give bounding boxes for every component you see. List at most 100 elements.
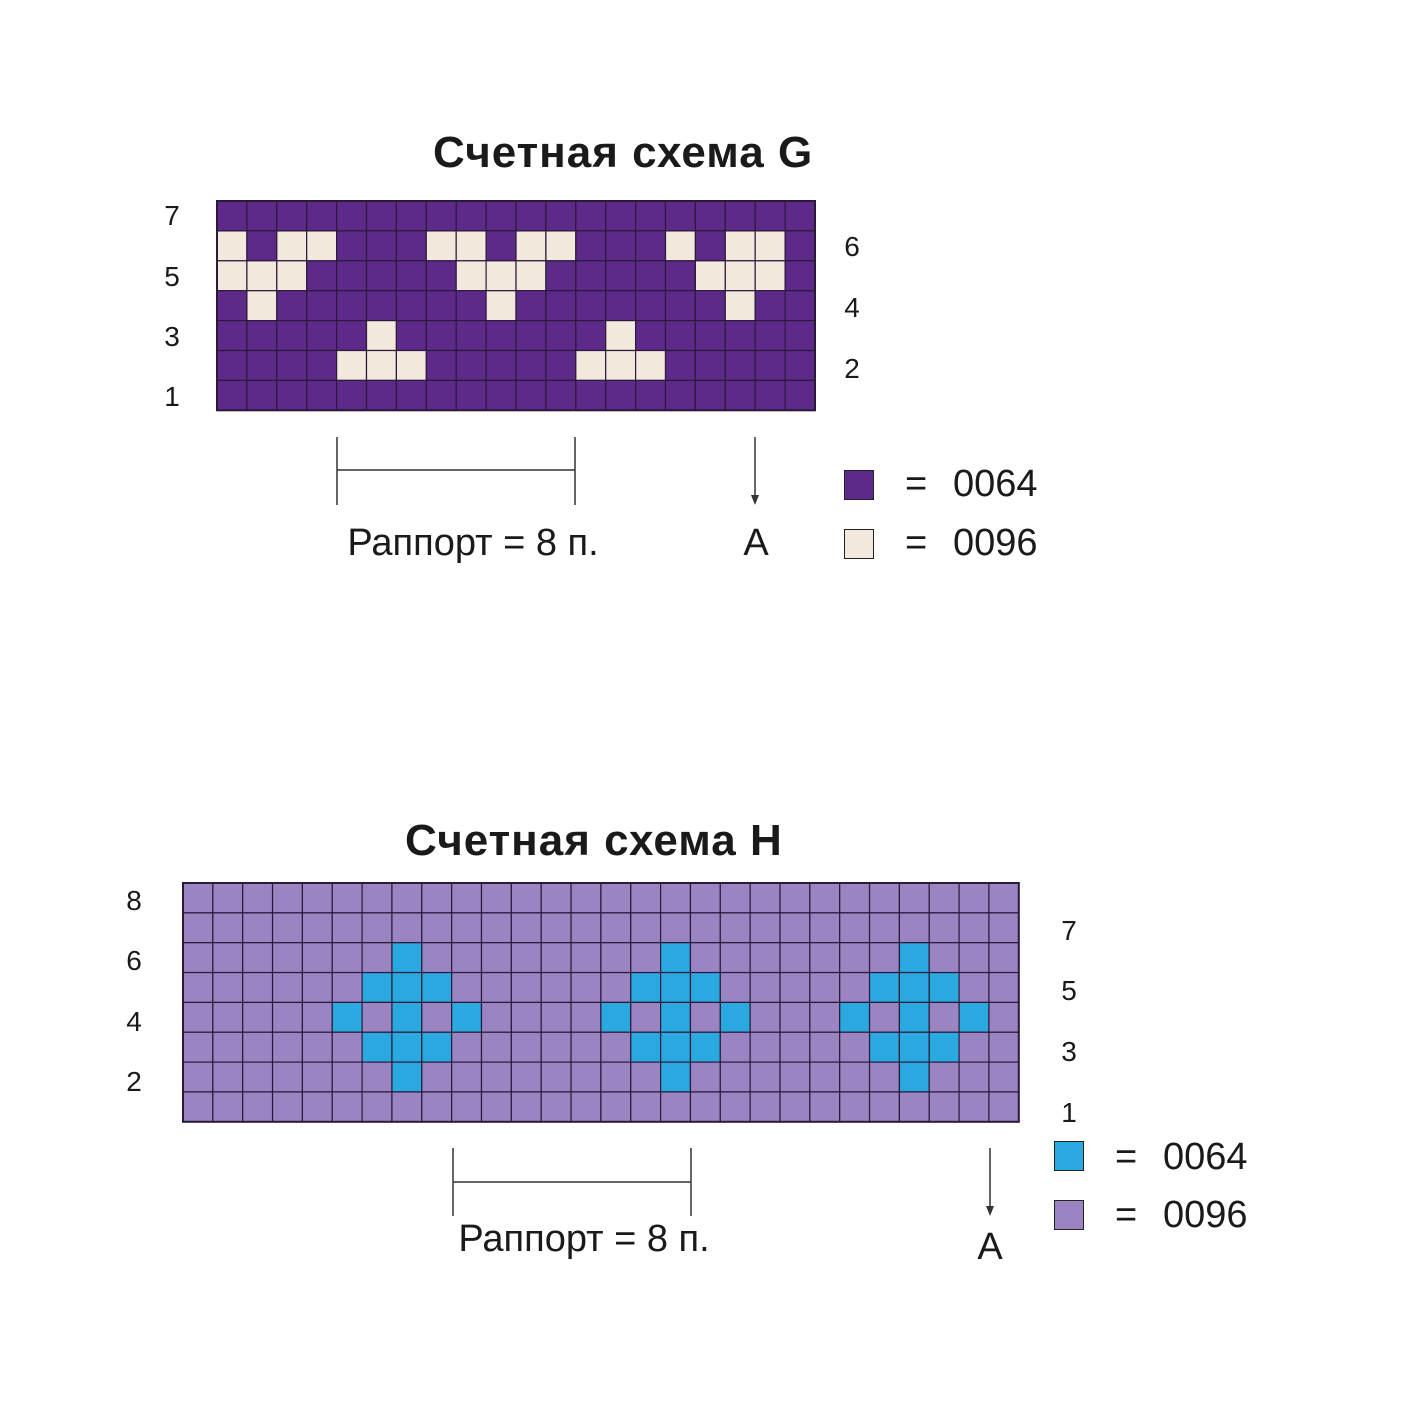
- chart-h-cell-r2-c13: [540, 1061, 572, 1093]
- chart-h-cell-r1-c3: [242, 1091, 274, 1123]
- chart-h-cell-r3-c4: [271, 1031, 303, 1063]
- chart-h-cell-r2-c11: [480, 1061, 512, 1093]
- chart-h-cell-r1-c26: [928, 1091, 960, 1123]
- chart-h-cell-r2-c16: [630, 1061, 662, 1093]
- chart-h-cell-r3-c21: [779, 1031, 811, 1063]
- chart-h-cell-r2-c14: [570, 1061, 602, 1093]
- chart-h-cell-r3-c22: [809, 1031, 841, 1063]
- chart-h-cell-r2-c22: [809, 1061, 841, 1093]
- chart-h-cell-r7-c26: [928, 912, 960, 944]
- chart-g-cell-r5-c16: [664, 260, 696, 292]
- chart-h-cell-r4-c16: [630, 1001, 662, 1033]
- chart-h-cell-r6-c22: [809, 942, 841, 974]
- chart-h-cell-r5-c24: [868, 971, 900, 1003]
- chart-h-cell-r8-c25: [898, 882, 930, 914]
- chart-h-cell-r7-c3: [242, 912, 274, 944]
- chart-h-cell-r6-c9: [421, 942, 453, 974]
- chart-h-cell-r8-c1: [182, 882, 214, 914]
- chart-h-cell-r6-c24: [868, 942, 900, 974]
- chart-g-cell-r4-c2: [246, 290, 278, 322]
- chart-h-cell-r4-c1: [182, 1001, 214, 1033]
- chart-g-cell-r6-c5: [336, 230, 368, 262]
- chart-h-cell-r5-c11: [480, 971, 512, 1003]
- chart-g-cell-r4-c16: [664, 290, 696, 322]
- chart-h-cell-r7-c8: [391, 912, 423, 944]
- chart-h-cell-r3-c15: [600, 1031, 632, 1063]
- chart-h-cell-r3-c26: [928, 1031, 960, 1063]
- chart-h-cell-r8-c5: [301, 882, 333, 914]
- chart-h-cell-r8-c17: [659, 882, 692, 914]
- chart-h-row-label-4: 4: [126, 1006, 142, 1037]
- chart-h-cell-r3-c18: [689, 1031, 721, 1063]
- chart-h-cell-r6-c23: [839, 942, 871, 974]
- chart-g-legend-code-dark: 0064: [953, 463, 1038, 505]
- chart-g-cell-r6-c4: [306, 230, 338, 262]
- chart-g-cell-r7-c19: [754, 200, 786, 232]
- chart-h-grid-border: [182, 882, 1020, 1123]
- chart-h-cell-r3-c12: [510, 1031, 542, 1063]
- chart-h-cell-r7-c15: [600, 912, 632, 944]
- chart-g-cell-r4-c4: [306, 290, 338, 322]
- chart-h-cell-r4-c22: [809, 1001, 841, 1033]
- chart-h-cell-r6-c10: [451, 942, 483, 974]
- chart-h-cell-r5-c20: [749, 971, 781, 1003]
- chart-h-cell-r2-c6: [331, 1061, 363, 1093]
- chart-g-cell-r7-c3: [276, 200, 308, 232]
- chart-h-cell-r5-c16: [630, 971, 662, 1003]
- chart-h-cell-r4-c11: [480, 1001, 512, 1033]
- chart-h-cell-r1-c8: [391, 1091, 423, 1123]
- chart-h-row-label-5: 5: [1061, 975, 1077, 1006]
- chart-h-cell-r6-c18: [689, 942, 721, 974]
- chart-g-cell-r5-c14: [605, 260, 637, 292]
- chart-h-cell-r5-c14: [570, 971, 602, 1003]
- chart-g-title: Счетная схема G: [433, 128, 814, 177]
- chart-h-cell-r7-c17: [659, 912, 692, 944]
- chart-g-cell-r7-c15: [634, 200, 667, 232]
- chart-h-cell-r4-c19: [719, 1001, 751, 1033]
- chart-h-cell-r3-c14: [570, 1031, 602, 1063]
- chart-g-cell-r6-c19: [754, 230, 786, 262]
- chart-h-cell-r2-c2: [212, 1061, 244, 1093]
- chart-g-cell-r3-c18: [724, 320, 756, 352]
- chart-h-cell-r6-c5: [301, 942, 333, 974]
- chart-h-cell-r7-c18: [689, 912, 721, 944]
- chart-h-cell-r3-c11: [480, 1031, 512, 1063]
- chart-h-cell-r1-c20: [749, 1091, 781, 1123]
- chart-h-cell-r7-c10: [451, 912, 483, 944]
- chart-g-cell-r5-c9: [455, 260, 487, 292]
- chart-h-cell-r6-c26: [928, 942, 960, 974]
- chart-h-cell-r7-c13: [540, 912, 572, 944]
- chart-g-cell-r4-c20: [784, 290, 816, 322]
- chart-h-cell-r4-c7: [361, 1001, 393, 1033]
- chart-g-cell-r3-c6: [365, 320, 397, 352]
- chart-h-cell-r3-c7: [361, 1031, 393, 1063]
- chart-h-cell-r2-c23: [839, 1061, 871, 1093]
- chart-h-cell-r4-c8: [391, 1001, 423, 1033]
- chart-g-cell-r3-c5: [336, 320, 368, 352]
- chart-g-cell-r6-c3: [276, 230, 308, 262]
- chart-h-cell-r1-c10: [451, 1091, 483, 1123]
- chart-h-cell-r4-c3: [242, 1001, 274, 1033]
- chart-g-rapport-label: Раппорт = 8 п.: [347, 522, 599, 564]
- chart-h-row-label-3: 3: [1061, 1036, 1077, 1067]
- chart-h-cell-r1-c5: [301, 1091, 333, 1123]
- chart-g-cell-r4-c18: [724, 290, 756, 322]
- chart-h-cell-r4-c24: [868, 1001, 900, 1033]
- chart-h-cell-r3-c23: [839, 1031, 871, 1063]
- chart-h-cell-r4-c21: [779, 1001, 811, 1033]
- chart-h-cell-r7-c2: [212, 912, 244, 944]
- chart-g-cell-r7-c18: [724, 200, 756, 232]
- chart-g-cell-r5-c18: [724, 260, 756, 292]
- chart-h-cell-r1-c4: [271, 1091, 303, 1123]
- chart-g-legend-eq-dark: =: [905, 463, 928, 505]
- chart-g-cell-r2-c3: [276, 349, 308, 381]
- chart-h-cell-r5-c22: [809, 971, 841, 1003]
- chart-h-cell-r5-c26: [928, 971, 960, 1003]
- chart-h-cell-r4-c27: [958, 1001, 990, 1033]
- chart-g-cell-r7-c13: [575, 200, 607, 232]
- chart-g-row-label-7: 7: [164, 200, 180, 231]
- chart-h-cell-r3-c3: [242, 1031, 274, 1063]
- chart-h-cell-r2-c17: [659, 1061, 692, 1093]
